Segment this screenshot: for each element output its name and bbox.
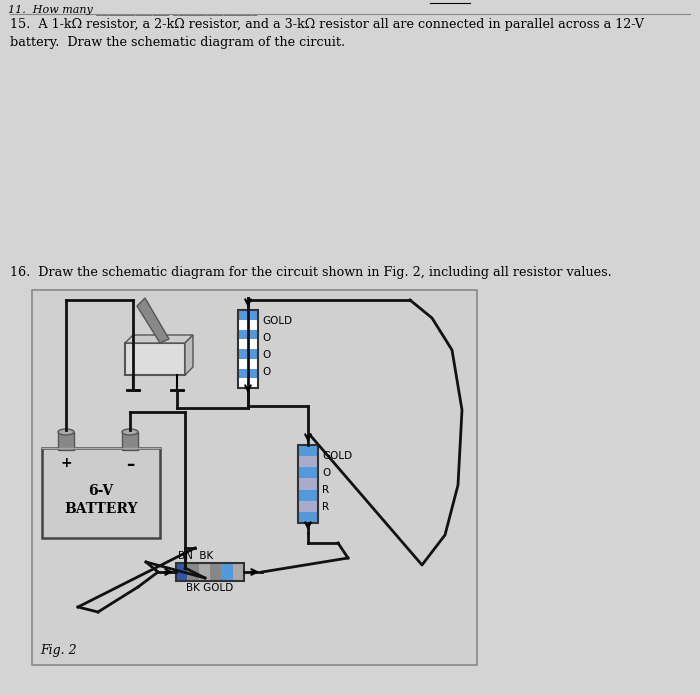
Bar (298, 500, 318, 512)
Polygon shape (137, 298, 169, 343)
Bar (238, 378, 258, 388)
Bar (298, 478, 318, 489)
Polygon shape (125, 335, 193, 343)
Bar (232, 563, 244, 581)
Bar (188, 563, 199, 581)
Bar (238, 310, 258, 388)
Bar (238, 349, 258, 359)
Bar (176, 563, 244, 581)
Bar (298, 456, 318, 467)
Text: 6-V: 6-V (88, 484, 113, 498)
Bar (176, 563, 244, 581)
Bar (32, 290, 477, 665)
Bar (210, 563, 221, 581)
Text: 16.  Draw the schematic diagram for the circuit shown in Fig. 2, including all r: 16. Draw the schematic diagram for the c… (10, 266, 612, 279)
Polygon shape (185, 335, 193, 375)
Text: BK GOLD: BK GOLD (186, 583, 233, 593)
Text: O: O (262, 333, 270, 343)
Text: R: R (322, 502, 329, 512)
Bar (298, 445, 318, 523)
Bar (238, 310, 258, 388)
Bar (238, 368, 258, 378)
Ellipse shape (58, 429, 74, 435)
Bar (58, 432, 74, 450)
Bar (176, 563, 188, 581)
Text: 15.  A 1-kΩ resistor, a 2-kΩ resistor, and a 3-kΩ resistor all are connected in : 15. A 1-kΩ resistor, a 2-kΩ resistor, an… (10, 18, 644, 49)
Text: GOLD: GOLD (262, 316, 292, 326)
Bar (298, 512, 318, 523)
Bar (238, 339, 258, 349)
Bar (199, 563, 210, 581)
Bar (238, 359, 258, 368)
Bar (298, 467, 318, 478)
Text: O: O (262, 367, 270, 377)
Text: O: O (322, 468, 330, 478)
Bar (238, 329, 258, 339)
Bar (238, 310, 258, 320)
Bar (42, 448, 160, 538)
Text: O: O (262, 350, 270, 360)
Text: 11.  How many _____________ _______________: 11. How many _____________ _____________… (8, 4, 258, 15)
Bar (238, 320, 258, 329)
Ellipse shape (122, 429, 138, 435)
Text: BN  BK: BN BK (178, 551, 214, 561)
Bar (298, 445, 318, 523)
Text: R: R (322, 485, 329, 495)
Text: –: – (126, 456, 134, 474)
Text: +: + (60, 456, 72, 470)
Bar (298, 489, 318, 500)
Text: Fig. 2: Fig. 2 (40, 644, 76, 657)
Bar (221, 563, 232, 581)
Bar (125, 343, 185, 375)
Text: BATTERY: BATTERY (64, 502, 138, 516)
Bar (122, 432, 138, 450)
Text: GOLD: GOLD (322, 451, 352, 461)
Bar (298, 445, 318, 456)
